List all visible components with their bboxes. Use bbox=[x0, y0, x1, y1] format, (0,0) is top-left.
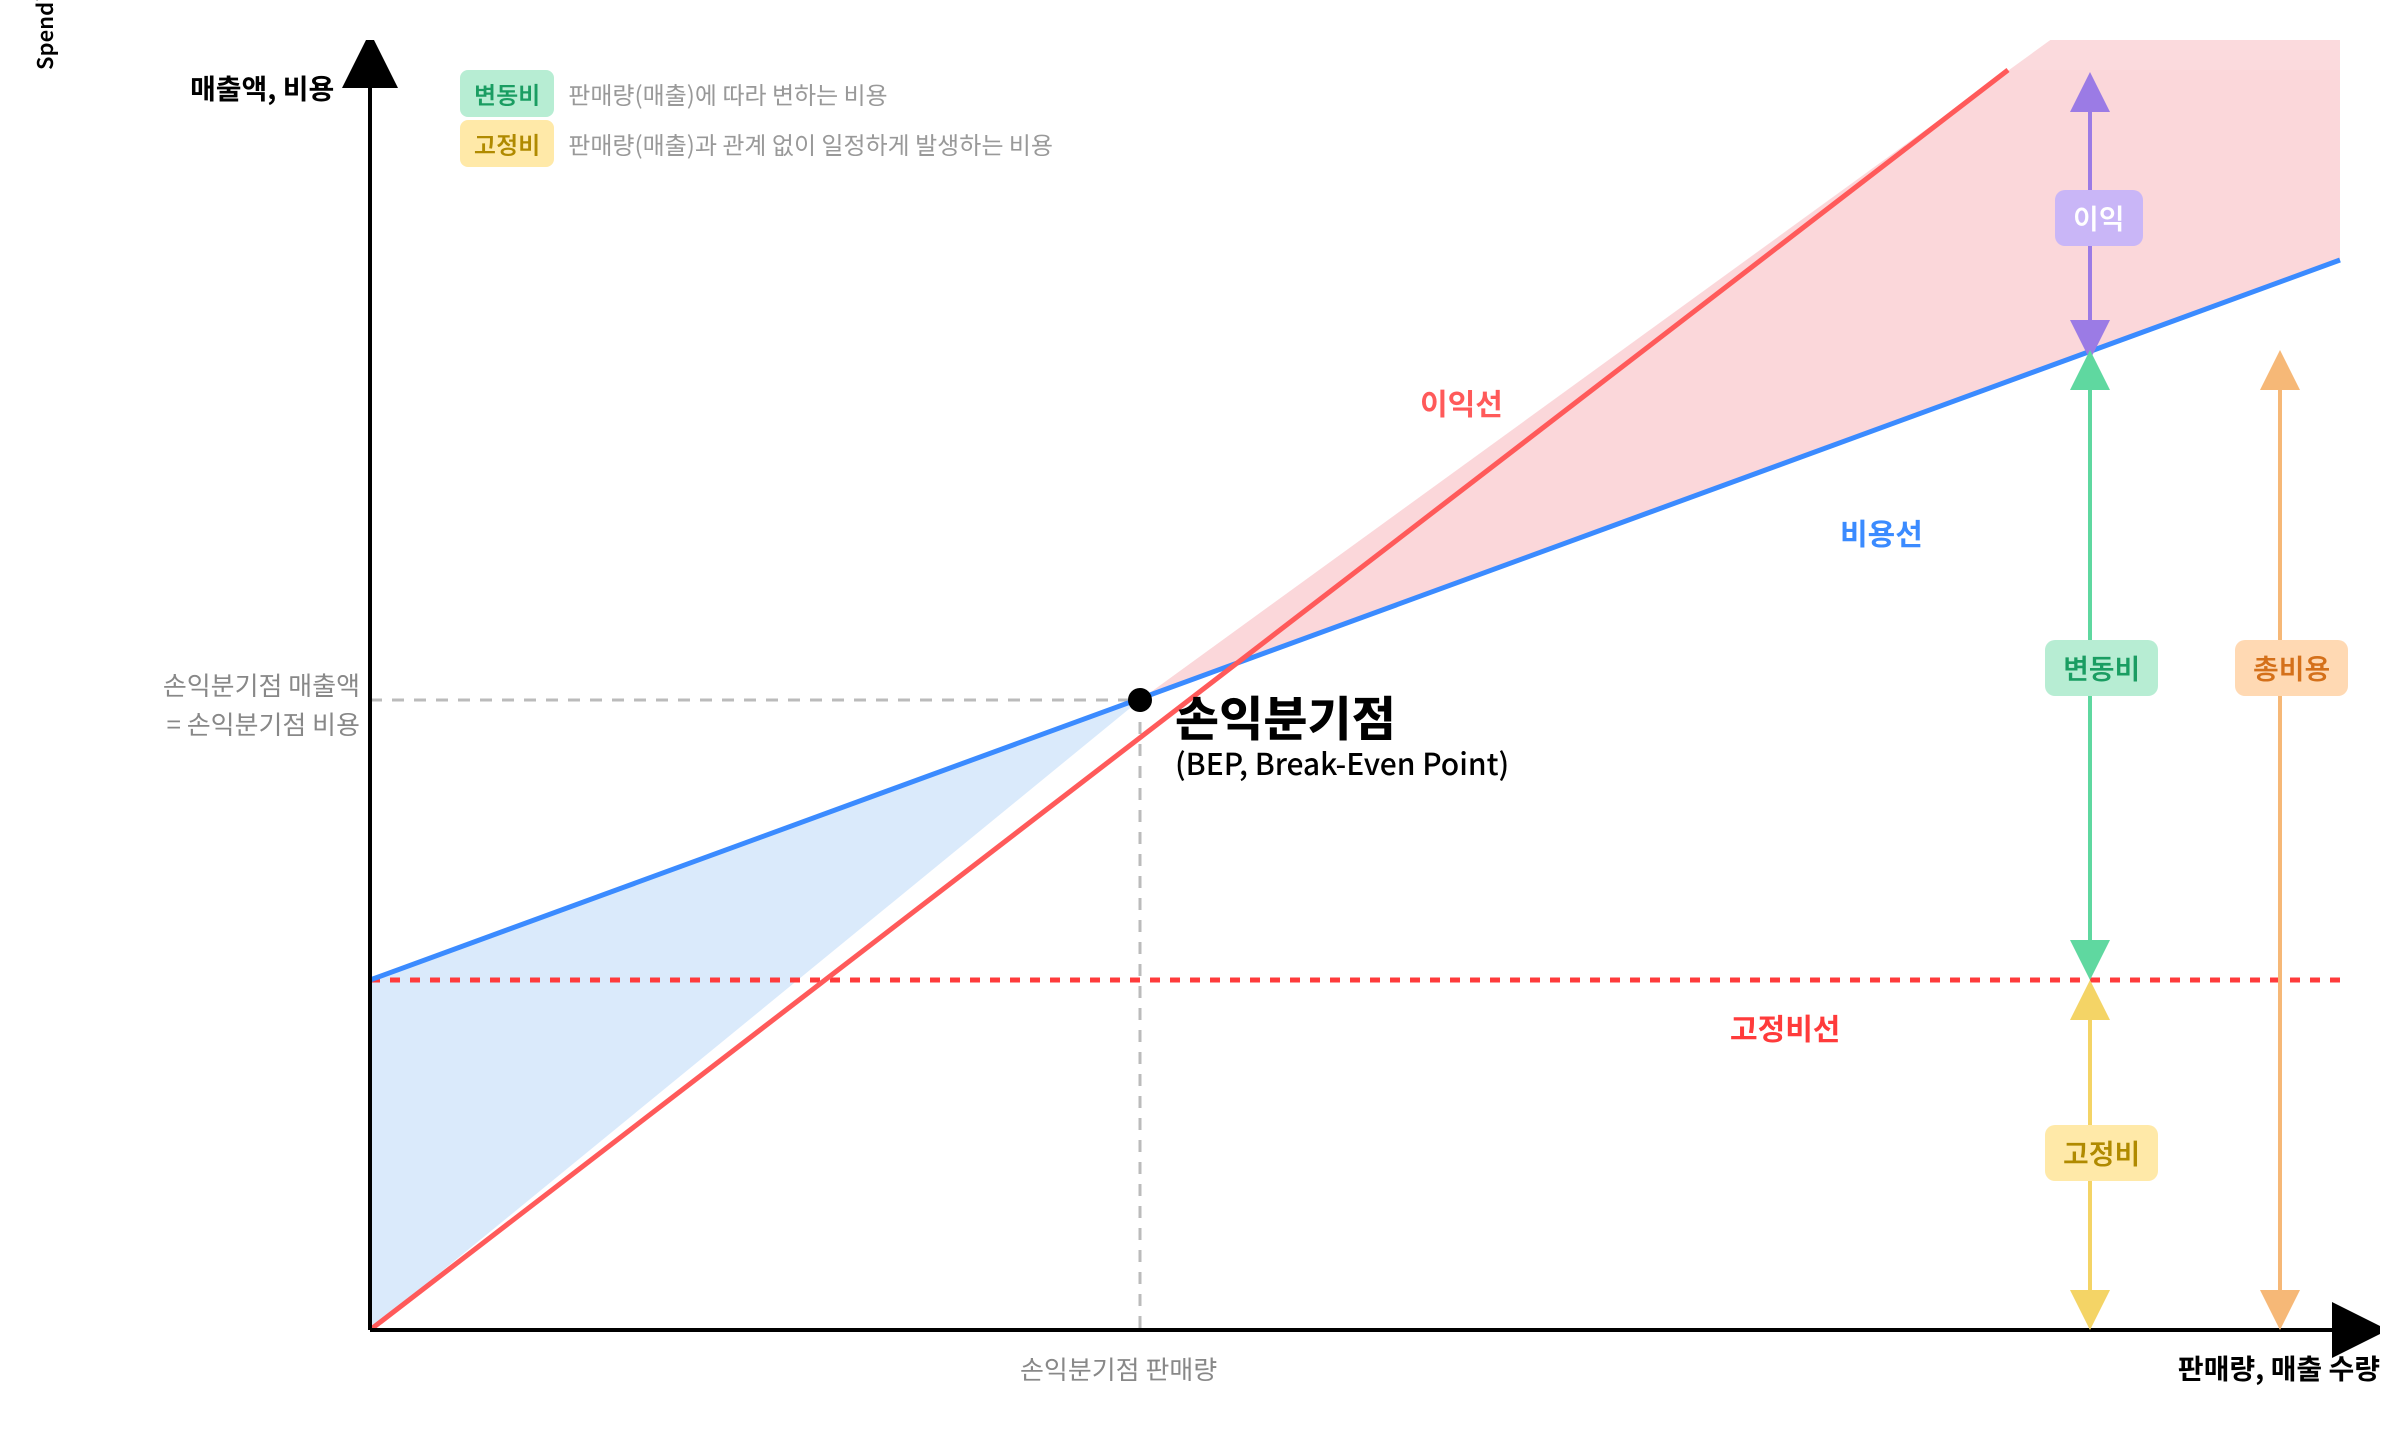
bep-point bbox=[1128, 688, 1152, 712]
x-axis-annotation: 손익분기점 판매량 bbox=[1020, 1350, 1217, 1387]
legend-chip-variable: 변동비 bbox=[460, 70, 554, 117]
y-axis-annotation: 손익분기점 매출액 = 손익분기점 비용 bbox=[163, 665, 360, 743]
fixed-bracket-label: 고정비 bbox=[2045, 1125, 2158, 1181]
legend-desc-variable: 판매량(매출)에 따라 변하는 비용 bbox=[568, 76, 887, 111]
fixed-cost-line-label: 고정비선 bbox=[1730, 1005, 1840, 1049]
legend-desc-fixed: 판매량(매출)과 관계 없이 일정하게 발생하는 비용 bbox=[568, 126, 1053, 161]
break-even-chart: 매출액, 비용 판매량, 매출 수량 변동비 판매량(매출)에 따라 변하는 비… bbox=[140, 40, 2380, 1400]
variable-bracket-label: 변동비 bbox=[2045, 640, 2158, 696]
bep-subtitle: (BEP, Break-Even Point) bbox=[1175, 740, 1509, 784]
y-annotation-line1: 손익분기점 매출액 bbox=[163, 666, 360, 703]
profit-bracket-label: 이익 bbox=[2055, 190, 2143, 246]
cost-line-label: 비용선 bbox=[1840, 510, 1923, 554]
cost-line bbox=[370, 260, 2340, 980]
legend-item-variable: 변동비 판매량(매출)에 따라 변하는 비용 bbox=[460, 70, 888, 117]
revenue-line-label: 이익선 bbox=[1420, 380, 1503, 424]
x-axis-label: 판매량, 매출 수량 bbox=[2178, 1348, 2380, 1388]
watermark: Spendit bbox=[28, 0, 60, 70]
legend-item-fixed: 고정비 판매량(매출)과 관계 없이 일정하게 발생하는 비용 bbox=[460, 120, 1053, 167]
legend-chip-fixed: 고정비 bbox=[460, 120, 554, 167]
y-annotation-line2: = 손익분기점 비용 bbox=[166, 705, 360, 742]
loss-area bbox=[370, 700, 1140, 1330]
profit-area-clip bbox=[1140, 70, 2340, 700]
total-bracket-label: 총비용 bbox=[2235, 640, 2348, 696]
y-axis-label: 매출액, 비용 bbox=[190, 68, 334, 108]
